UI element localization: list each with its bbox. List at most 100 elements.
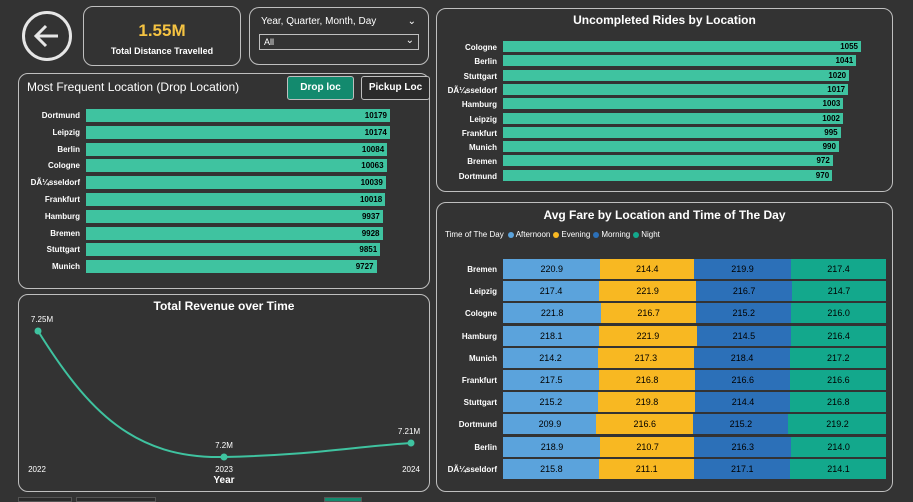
bar[interactable]: 9928 bbox=[86, 226, 383, 240]
legend-item[interactable]: Morning bbox=[593, 230, 630, 239]
fare-segment[interactable]: 216.3 bbox=[694, 436, 792, 457]
legend-item[interactable]: Afternoon bbox=[507, 230, 550, 239]
data-point[interactable] bbox=[407, 439, 415, 447]
back-button[interactable] bbox=[22, 11, 72, 61]
legend-item[interactable]: Night bbox=[633, 230, 660, 239]
fare-segment[interactable]: 214.1 bbox=[790, 458, 887, 479]
bar-row: Stuttgart 9851 bbox=[19, 243, 429, 257]
kpi-label: Total Distance Travelled bbox=[110, 46, 214, 56]
bar-value: 1002 bbox=[822, 113, 840, 123]
fare-segment[interactable]: 217.3 bbox=[597, 347, 695, 368]
fare-segment[interactable]: 219.2 bbox=[788, 414, 887, 435]
bar-row: Berlin 1041 bbox=[437, 55, 892, 69]
bar-row: Cologne 10063 bbox=[19, 159, 429, 173]
fare-segment[interactable]: 215.2 bbox=[696, 303, 792, 324]
x-tick-label: 2023 bbox=[215, 465, 233, 474]
bar-row: Munich 9727 bbox=[19, 260, 429, 274]
fare-row: Cologne 221.8 216.7 215.2 216.0 bbox=[437, 303, 894, 324]
bar[interactable]: 972 bbox=[503, 155, 833, 167]
legend-dot bbox=[507, 231, 514, 238]
bar-value: 990 bbox=[822, 142, 836, 152]
fare-segment[interactable]: 221.8 bbox=[503, 303, 602, 324]
fare-row-label: Stuttgart bbox=[463, 398, 497, 408]
bar-value: 10039 bbox=[360, 178, 383, 188]
fare-row: Stuttgart 215.2 219.8 214.4 216.8 bbox=[437, 392, 894, 413]
bar-value: 1003 bbox=[822, 99, 841, 109]
bar[interactable]: 1002 bbox=[503, 112, 843, 124]
fare-segment[interactable]: 211.1 bbox=[599, 458, 695, 479]
fare-segment[interactable]: 216.7 bbox=[696, 281, 793, 302]
page-tab[interactable] bbox=[76, 497, 156, 502]
fare-segment[interactable]: 214.5 bbox=[696, 325, 792, 346]
page-tab[interactable] bbox=[18, 497, 72, 502]
fare-segment[interactable]: 210.7 bbox=[600, 436, 695, 457]
fare-segment[interactable]: 216.0 bbox=[790, 303, 887, 324]
data-point[interactable] bbox=[220, 453, 228, 461]
bar[interactable]: 1020 bbox=[503, 69, 850, 81]
fare-segment[interactable]: 214.4 bbox=[599, 259, 695, 279]
fare-segment[interactable]: 214.2 bbox=[503, 347, 599, 368]
bar-row: Dortmund 970 bbox=[437, 169, 892, 184]
fare-segment[interactable]: 215.2 bbox=[503, 392, 599, 413]
pickup-loc-button[interactable]: Pickup Loc bbox=[361, 76, 430, 100]
bar[interactable]: 10018 bbox=[86, 193, 386, 206]
bar-value: 1055 bbox=[840, 42, 858, 51]
chevron-down-icon[interactable]: ⌄ bbox=[407, 16, 416, 27]
fare-segment[interactable]: 214.4 bbox=[695, 392, 791, 413]
fare-segment[interactable]: 221.9 bbox=[598, 325, 697, 346]
bar[interactable]: 1041 bbox=[503, 55, 857, 67]
bar[interactable]: 10084 bbox=[86, 142, 388, 156]
fare-segment[interactable]: 216.7 bbox=[600, 303, 697, 324]
fare-row-label: Hamburg bbox=[461, 331, 497, 341]
fare-segment[interactable]: 218.9 bbox=[503, 436, 601, 457]
revenue-line bbox=[37, 330, 412, 459]
fare-segment[interactable]: 216.8 bbox=[790, 392, 887, 413]
bar[interactable]: 1017 bbox=[503, 83, 849, 95]
bar[interactable]: 995 bbox=[503, 126, 841, 138]
fare-segment[interactable]: 216.6 bbox=[694, 370, 791, 390]
fare-segment[interactable]: 217.1 bbox=[693, 458, 791, 479]
bar[interactable]: 9727 bbox=[86, 260, 377, 274]
fare-segment[interactable]: 219.9 bbox=[694, 259, 792, 279]
bar[interactable]: 9851 bbox=[86, 243, 381, 257]
bar[interactable]: 10174 bbox=[86, 125, 390, 139]
fare-segment[interactable]: 215.8 bbox=[503, 458, 600, 479]
fare-segment[interactable]: 218.1 bbox=[503, 325, 600, 346]
fare-segment[interactable]: 220.9 bbox=[503, 259, 601, 279]
slicer-dropdown[interactable]: All ⌄ bbox=[259, 34, 419, 50]
fare-segment[interactable]: 214.7 bbox=[791, 281, 887, 302]
revenue-title: Total Revenue over Time bbox=[153, 299, 295, 313]
fare-segment[interactable]: 219.8 bbox=[598, 392, 696, 413]
fare-segment[interactable]: 216.4 bbox=[790, 325, 887, 346]
drop-loc-button[interactable]: Drop loc bbox=[287, 76, 354, 100]
fare-segment[interactable]: 209.9 bbox=[503, 414, 597, 435]
bar[interactable]: 1003 bbox=[503, 98, 844, 110]
bar[interactable]: 10063 bbox=[86, 159, 387, 173]
fare-segment[interactable]: 216.6 bbox=[790, 370, 887, 390]
bar[interactable]: 10179 bbox=[86, 109, 390, 122]
fare-segment[interactable]: 217.4 bbox=[503, 281, 600, 302]
bar-row: Frankfurt 995 bbox=[437, 126, 892, 141]
fare-segment[interactable]: 216.6 bbox=[596, 414, 694, 435]
bar-row: Leipzig 1002 bbox=[437, 112, 892, 127]
fare-segment[interactable]: 215.2 bbox=[692, 414, 789, 435]
bar-row: Munich 990 bbox=[437, 141, 892, 155]
legend-item[interactable]: Evening bbox=[553, 230, 590, 239]
fare-segment[interactable]: 217.4 bbox=[790, 259, 887, 279]
bar[interactable]: 970 bbox=[503, 169, 833, 181]
fare-segment[interactable]: 216.8 bbox=[599, 370, 696, 390]
bar[interactable]: 990 bbox=[503, 141, 839, 153]
page-tab-active[interactable] bbox=[324, 497, 362, 502]
fare-segment[interactable]: 217.5 bbox=[503, 370, 600, 390]
bar[interactable]: 9937 bbox=[86, 209, 383, 223]
bar-label: Berlin bbox=[57, 144, 80, 154]
fare-segment[interactable]: 214.0 bbox=[790, 436, 887, 457]
fare-segment[interactable]: 218.4 bbox=[693, 347, 791, 368]
bar-value: 995 bbox=[824, 127, 838, 137]
data-point[interactable] bbox=[34, 327, 42, 335]
fare-segment[interactable]: 217.2 bbox=[790, 347, 887, 368]
bar[interactable]: 10039 bbox=[86, 176, 386, 190]
bar[interactable]: 1055 bbox=[503, 41, 861, 52]
fare-segment[interactable]: 221.9 bbox=[598, 281, 697, 302]
fare-row: Berlin 218.9 210.7 216.3 214.0 bbox=[437, 436, 894, 457]
